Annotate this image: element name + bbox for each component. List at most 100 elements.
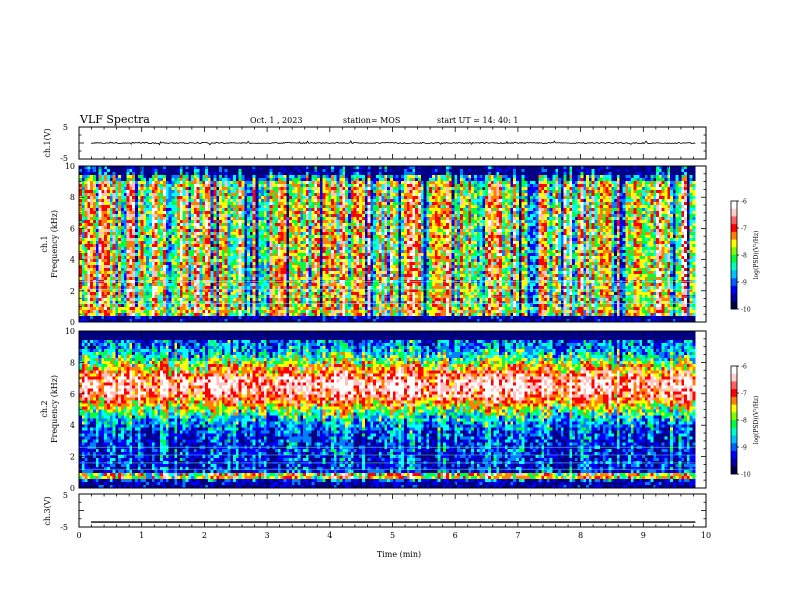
spectrogram-cell	[104, 217, 108, 221]
spectrogram-cell	[151, 265, 156, 269]
spectrogram-cell	[247, 253, 251, 257]
spectrogram-cell	[311, 271, 315, 275]
spectrogram-cell	[213, 319, 217, 322]
spectrogram-cell	[235, 202, 240, 206]
spectrogram-cell	[193, 301, 198, 305]
spectrogram-cell	[154, 286, 158, 290]
spectrogram-cell	[81, 262, 85, 266]
spectrogram-cell	[87, 247, 91, 251]
spectrogram-cell	[95, 304, 100, 308]
spectrogram-cell	[305, 241, 310, 245]
spectrogram-cell	[107, 166, 111, 170]
spectrogram-cell	[104, 199, 108, 203]
spectrogram-cell	[249, 190, 254, 194]
spectrogram-cell	[87, 184, 91, 188]
spectrogram-cell	[137, 307, 142, 311]
spectrogram-cell	[168, 277, 172, 281]
spectrogram-cell	[84, 244, 88, 248]
spectrogram-cell	[305, 289, 310, 293]
spectrogram-cell	[216, 271, 220, 275]
spectrogram-cell	[205, 199, 209, 203]
spectrogram-cell	[191, 229, 195, 233]
spectrogram-cell	[249, 193, 254, 197]
spectrogram-cell	[319, 217, 324, 221]
spectrogram-cell	[84, 247, 88, 251]
spectrogram-cell	[135, 319, 139, 322]
spectrogram-cell	[168, 316, 172, 320]
spectrogram-cell	[191, 298, 195, 302]
spectrogram-cell	[213, 259, 217, 263]
spectrogram-cell	[123, 226, 128, 230]
spectrogram-cell	[216, 298, 220, 302]
spectrogram-cell	[314, 187, 318, 191]
spectrogram-cell	[104, 235, 108, 239]
spectrogram-cell	[235, 229, 240, 233]
spectrogram-cell	[317, 274, 321, 278]
spectrogram-cell	[233, 202, 237, 206]
spectrogram-cell	[277, 244, 282, 248]
spectrogram-cell	[261, 253, 265, 257]
spectrogram-cell	[121, 181, 125, 185]
spectrogram-cell	[266, 301, 270, 305]
spectrogram-cell	[135, 262, 139, 266]
spectrogram-cell	[207, 271, 212, 275]
spectrogram-cell	[188, 172, 192, 176]
spectrogram-cell	[269, 235, 273, 239]
spectrogram-cell	[311, 250, 315, 254]
spectrogram-cell	[219, 238, 223, 242]
spectrogram-cell	[233, 211, 237, 215]
spectrogram-cell	[311, 292, 315, 296]
spectrogram-cell	[216, 310, 220, 314]
spectrogram-cell	[289, 196, 293, 200]
spectrogram-cell	[305, 280, 310, 284]
spectrogram-cell	[322, 193, 326, 197]
spectrogram-cell	[98, 286, 102, 290]
spectrogram-cell	[196, 202, 200, 206]
spectrogram-cell	[202, 196, 206, 200]
spectrogram-cell	[280, 289, 284, 293]
spectrogram-cell	[104, 193, 108, 197]
spectrogram-cell	[157, 235, 161, 239]
spectrogram-cell	[252, 202, 256, 206]
spectrogram-cell	[213, 226, 217, 230]
spectrogram-cell	[163, 223, 167, 227]
spectrogram-cell	[283, 202, 287, 206]
spectrogram-cell	[317, 256, 321, 260]
spectrogram-cell	[286, 253, 290, 257]
spectrogram-cell	[107, 232, 111, 236]
spectrogram-cell	[235, 232, 240, 236]
spectrogram-cell	[266, 292, 270, 296]
spectrogram-cell	[135, 304, 139, 308]
spectrogram-cell	[177, 301, 181, 305]
spectrogram-cell	[336, 259, 340, 263]
spectrogram-cell	[118, 184, 122, 188]
spectrogram-cell	[196, 220, 200, 224]
spectrogram-cell	[90, 292, 94, 296]
spectrogram-cell	[95, 172, 100, 176]
spectrogram-cell	[294, 202, 298, 206]
spectrogram-cell	[325, 316, 329, 320]
spectrogram-cell	[163, 289, 167, 293]
spectrogram-cell	[87, 226, 91, 230]
spectrogram-cell	[277, 259, 282, 263]
spectrogram-cell	[286, 208, 290, 212]
spectrogram-cell	[143, 289, 147, 293]
spectrogram-cell	[135, 181, 139, 185]
spectrogram-cell	[289, 277, 293, 281]
spectrogram-cell	[202, 313, 206, 317]
spectrogram-cell	[269, 211, 273, 215]
spectrogram-cell	[132, 301, 136, 305]
spectrogram-cell	[297, 184, 301, 188]
spectrogram-cell	[336, 223, 340, 227]
spectrogram-cell	[311, 307, 315, 311]
spectrogram-cell	[289, 181, 293, 185]
spectrogram-cell	[140, 256, 144, 260]
spectrogram-cell	[154, 301, 158, 305]
spectrogram-cell	[185, 172, 189, 176]
spectrogram-cell	[163, 166, 167, 170]
spectrogram-cell	[135, 211, 139, 215]
spectrogram-cell	[258, 205, 262, 209]
spectrogram-cell	[286, 301, 290, 305]
spectrogram-cell	[221, 208, 226, 212]
spectrogram-cell	[81, 277, 85, 281]
